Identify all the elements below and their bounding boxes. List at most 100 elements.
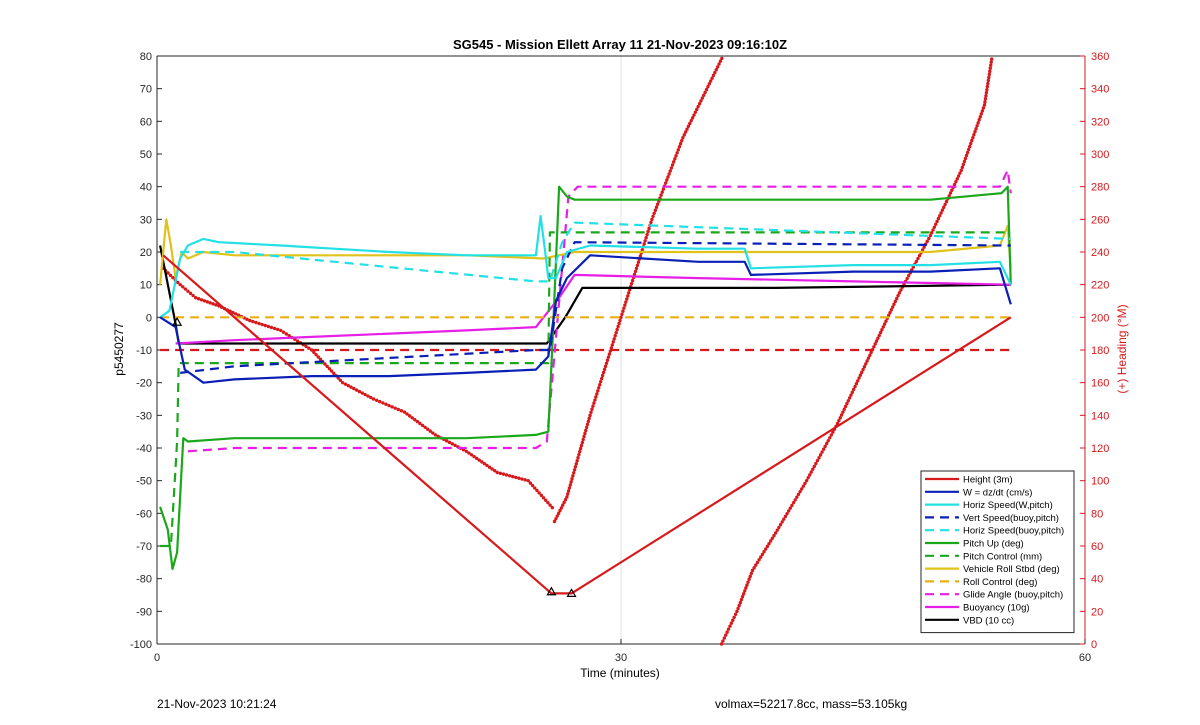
heading-point bbox=[962, 159, 967, 164]
heading-point bbox=[920, 248, 925, 252]
heading-point bbox=[980, 109, 985, 113]
heading-point bbox=[526, 478, 530, 483]
heading-point bbox=[682, 133, 686, 137]
heading-point bbox=[675, 151, 679, 155]
heading-point bbox=[626, 294, 630, 298]
heading-point bbox=[854, 382, 859, 386]
heading-point bbox=[764, 547, 768, 551]
heading-point bbox=[865, 359, 869, 363]
heading-point bbox=[777, 525, 781, 530]
heading-point bbox=[936, 216, 941, 221]
heading-point bbox=[202, 299, 207, 303]
heading-point bbox=[281, 330, 286, 334]
heading-point bbox=[275, 327, 280, 332]
y2-tick-label: 360 bbox=[1091, 51, 1109, 63]
heading-point bbox=[677, 145, 682, 149]
legend-entry: Horiz Speed(buoy,pitch) bbox=[963, 526, 1064, 537]
heading-point bbox=[371, 397, 376, 401]
heading-point bbox=[650, 217, 654, 222]
series-line-w bbox=[159, 254, 1012, 384]
heading-point bbox=[835, 421, 840, 426]
heading-point bbox=[528, 481, 533, 485]
heading-point bbox=[433, 433, 438, 437]
heading-point bbox=[700, 96, 705, 100]
heading-point bbox=[537, 491, 541, 495]
heading-point bbox=[817, 456, 821, 460]
heading-point bbox=[914, 259, 919, 264]
heading-point bbox=[881, 325, 885, 329]
heading-point bbox=[929, 231, 934, 235]
y2-axis-label: (+) Heading (°M) bbox=[1115, 304, 1129, 393]
heading-point bbox=[987, 75, 991, 80]
heading-point bbox=[981, 106, 986, 110]
heading-point bbox=[778, 522, 783, 527]
heading-point bbox=[765, 544, 770, 549]
chart-title: SG545 - Mission Ellett Array 11 21-Nov-2… bbox=[453, 37, 787, 52]
heading-point bbox=[381, 401, 385, 405]
heading-point bbox=[307, 346, 311, 350]
heading-point bbox=[845, 401, 849, 406]
heading-point bbox=[864, 362, 868, 366]
heading-point bbox=[188, 291, 193, 296]
heading-point bbox=[589, 410, 593, 414]
heading-point bbox=[360, 391, 364, 395]
heading-point bbox=[405, 412, 409, 416]
legend-entry: Vehicle Roll Stbd (deg) bbox=[963, 564, 1060, 575]
y-tick-label: 30 bbox=[140, 214, 152, 226]
heading-point bbox=[984, 94, 988, 98]
heading-point bbox=[633, 269, 638, 274]
y-tick-label: -100 bbox=[130, 639, 152, 651]
heading-point bbox=[329, 369, 334, 373]
heading-point bbox=[927, 236, 931, 241]
heading-point bbox=[728, 624, 732, 628]
heading-point bbox=[968, 144, 972, 149]
heading-point bbox=[193, 296, 198, 300]
heading-point bbox=[747, 577, 751, 581]
heading-point bbox=[696, 104, 700, 109]
heading-point bbox=[713, 70, 717, 75]
heading-point bbox=[314, 352, 318, 357]
y-tick-label: 0 bbox=[146, 312, 152, 324]
heading-point bbox=[327, 366, 332, 371]
heading-point bbox=[603, 364, 608, 369]
heading-point bbox=[623, 303, 627, 307]
heading-point bbox=[965, 150, 970, 155]
heading-point bbox=[366, 394, 370, 398]
heading-point bbox=[678, 142, 683, 146]
heading-point bbox=[767, 541, 771, 546]
heading-point bbox=[569, 480, 573, 484]
heading-point bbox=[413, 417, 417, 422]
heading-point bbox=[558, 508, 562, 513]
heading-point bbox=[699, 99, 703, 103]
heading-point bbox=[399, 409, 404, 413]
heading-point bbox=[272, 326, 277, 331]
heading-point bbox=[480, 460, 484, 464]
heading-point bbox=[570, 477, 574, 481]
heading-point bbox=[858, 373, 863, 377]
heading-point bbox=[634, 266, 639, 271]
heading-point bbox=[944, 199, 949, 204]
heading-point bbox=[571, 474, 575, 478]
heading-point bbox=[453, 443, 457, 448]
heading-point bbox=[260, 322, 264, 327]
heading-point bbox=[762, 550, 766, 554]
heading-point bbox=[934, 222, 938, 227]
heading-point bbox=[681, 135, 685, 140]
heading-point bbox=[620, 312, 624, 316]
footer-timestamp: 21-Nov-2023 10:21:24 bbox=[157, 697, 277, 711]
heading-point bbox=[501, 472, 506, 476]
heading-point bbox=[544, 498, 548, 502]
heading-point bbox=[938, 214, 942, 218]
heading-point bbox=[563, 498, 568, 502]
heading-point bbox=[214, 303, 218, 307]
heading-point bbox=[959, 168, 963, 173]
heading-point bbox=[565, 495, 569, 499]
y-tick-label: -30 bbox=[136, 410, 152, 422]
heading-point bbox=[533, 486, 537, 490]
heading-point bbox=[574, 462, 579, 466]
heading-point bbox=[861, 367, 865, 372]
heading-point bbox=[566, 489, 571, 493]
heading-point bbox=[431, 431, 435, 435]
heading-point bbox=[896, 293, 900, 298]
